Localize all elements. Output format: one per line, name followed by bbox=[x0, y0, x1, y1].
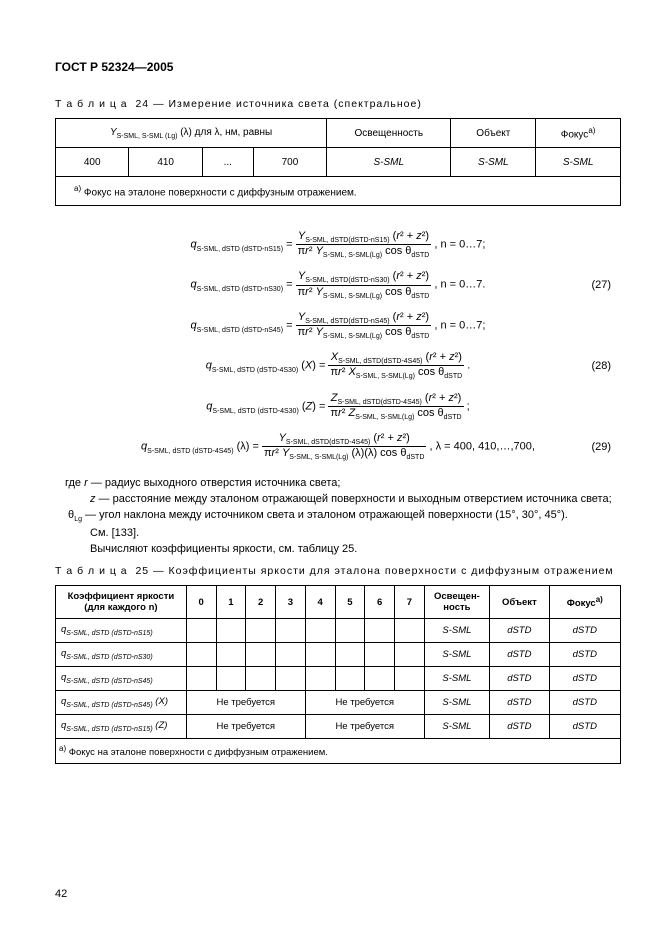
table24-caption: Т а б л и ц а 24 — Измерение источника с… bbox=[55, 98, 621, 110]
table25-cell: S-SML bbox=[424, 715, 489, 739]
table25-focus-sup: a) bbox=[596, 595, 603, 604]
eq2-tail: , n = 0…7. bbox=[434, 279, 485, 291]
eq1-tail: , n = 0…7; bbox=[434, 239, 485, 251]
table25-header-n: 4 bbox=[305, 586, 335, 619]
equations-block: qS-SML, dSTD (dSTD-nS15) = YS-SML, dSTD(… bbox=[65, 230, 611, 461]
equation-6: qS-SML, dSTD (dSTD-4S45) (λ) = YS-SML, d… bbox=[65, 432, 611, 461]
table24-col-focus: Фокусa) bbox=[536, 119, 621, 148]
table25-cell: dSTD bbox=[549, 619, 620, 643]
table25-header-n: 6 bbox=[365, 586, 395, 619]
table25-cell: S-SML bbox=[424, 691, 489, 715]
table24-cell: S-SML bbox=[327, 148, 451, 177]
table-row: qS-SML, dSTD (dSTD-nS45) S-SML dSTD dSTD bbox=[56, 667, 621, 691]
table25-cell: dSTD bbox=[490, 715, 549, 739]
table-row: qS-SML, dSTD (dSTD-nS30) S-SML dSTD dSTD bbox=[56, 643, 621, 667]
table25-header-n: 7 bbox=[394, 586, 424, 619]
table24-col-object: Объект bbox=[451, 119, 536, 148]
where-block: где r — радиус выходного отверстия источ… bbox=[55, 477, 621, 555]
document-title: ГОСТ Р 52324—2005 bbox=[55, 60, 621, 74]
where-see: См. [133]. bbox=[55, 527, 621, 539]
table25-cell: dSTD bbox=[490, 691, 549, 715]
table25-cell: dSTD bbox=[549, 643, 620, 667]
table25-not-needed: Не требуется bbox=[186, 715, 305, 739]
table25-footnote: a) Фокус на эталоне поверхности с диффуз… bbox=[56, 738, 621, 763]
equation-4: qS-SML, dSTD (dSTD-4S30) (X) = XS-SML, d… bbox=[65, 351, 611, 380]
page-number: 42 bbox=[55, 888, 67, 900]
table24-cell: 400 bbox=[56, 148, 129, 177]
eq4-ref: (28) bbox=[591, 360, 611, 372]
table25-col-object: Объект bbox=[490, 586, 549, 619]
table24-col-illum: Освещенность bbox=[327, 119, 451, 148]
table24-caption-prefix: Т а б л и ц а bbox=[55, 98, 128, 110]
table25-cell: S-SML bbox=[424, 643, 489, 667]
table25-cell: dSTD bbox=[549, 691, 620, 715]
where-theta: θLg — угол наклона между источником свет… bbox=[55, 509, 621, 523]
table25-footnote-sup: a) bbox=[59, 744, 66, 753]
table25-caption: Т а б л и ц а 25 — Коэффициенты яркости … bbox=[55, 565, 621, 577]
table25: Коэффициент яркости (для каждого n) 0 1 … bbox=[55, 585, 621, 764]
table24-footnote: a) Фокус на эталоне поверхности с диффуз… bbox=[56, 177, 621, 206]
table25-header-n: 2 bbox=[246, 586, 276, 619]
table24-caption-num: 24 bbox=[135, 98, 149, 110]
table24-cell: 410 bbox=[129, 148, 202, 177]
table25-not-needed: Не требуется bbox=[305, 691, 424, 715]
table25-cell: dSTD bbox=[490, 619, 549, 643]
table25-cell: S-SML bbox=[424, 619, 489, 643]
table25-col-illum: Освещен-ность bbox=[424, 586, 489, 619]
table24-cell: 700 bbox=[253, 148, 326, 177]
table24-cell: S-SML bbox=[451, 148, 536, 177]
table25-caption-text: — Коэффициенты яркости для эталона повер… bbox=[153, 565, 614, 577]
table25-caption-prefix: Т а б л и ц а bbox=[55, 565, 128, 577]
table25-header-coef: Коэффициент яркости (для каждого n) bbox=[56, 586, 187, 619]
table25-cell: S-SML bbox=[424, 667, 489, 691]
table-row: qS-SML, dSTD (dSTD-nS15) (Z) Не требуетс… bbox=[56, 715, 621, 739]
table25-header-n: 3 bbox=[276, 586, 306, 619]
table25-cell: dSTD bbox=[549, 715, 620, 739]
eq5-tail: ; bbox=[467, 400, 470, 412]
table24-caption-text: — Измерение источника света (спектрально… bbox=[153, 98, 422, 110]
table25-header-n: 1 bbox=[216, 586, 246, 619]
table24-focus-sup: a) bbox=[588, 126, 595, 135]
equation-3: qS-SML, dSTD (dSTD-nS45) = YS-SML, dSTD(… bbox=[65, 311, 611, 340]
table25-col-focus-text: Фокус bbox=[567, 599, 596, 610]
table-row: qS-SML, dSTD (dSTD-nS15) S-SML dSTD dSTD bbox=[56, 619, 621, 643]
table25-not-needed: Не требуется bbox=[305, 715, 424, 739]
where-calc: Вычисляют коэффициенты яркости, см. табл… bbox=[55, 543, 621, 555]
table24-col-focus-text: Фокус bbox=[561, 129, 589, 140]
table24-footnote-sup: a) bbox=[74, 184, 81, 193]
table24-header-formula: YS-SML, S-SML (Lg) (λ) для λ, нм, равны bbox=[56, 119, 327, 148]
table24: YS-SML, S-SML (Lg) (λ) для λ, нм, равны … bbox=[55, 118, 621, 206]
table25-caption-num: 25 bbox=[135, 565, 149, 577]
table24-cell: ... bbox=[202, 148, 253, 177]
where-r: где r — радиус выходного отверстия источ… bbox=[55, 477, 621, 489]
table25-cell: dSTD bbox=[490, 643, 549, 667]
equation-5: qS-SML, dSTD (dSTD-4S30) (Z) = ZS-SML, d… bbox=[65, 392, 611, 421]
eq6-tail: , λ = 400, 410,…,700, bbox=[429, 440, 535, 452]
table24-footnote-text: Фокус на эталоне поверхности с диффузным… bbox=[84, 187, 357, 198]
table25-cell: dSTD bbox=[490, 667, 549, 691]
equation-1: qS-SML, dSTD (dSTD-nS15) = YS-SML, dSTD(… bbox=[65, 230, 611, 259]
eq3-tail: , n = 0…7; bbox=[434, 319, 485, 331]
table-row: qS-SML, dSTD (dSTD-nS45) (X) Не требуетс… bbox=[56, 691, 621, 715]
equation-2: qS-SML, dSTD (dSTD-nS30) = YS-SML, dSTD(… bbox=[65, 270, 611, 299]
eq4-tail: . bbox=[467, 360, 470, 372]
table25-footnote-text: Фокус на эталоне поверхности с диффузным… bbox=[69, 747, 328, 758]
eq6-ref: (29) bbox=[591, 441, 611, 453]
where-z: z — расстояние между эталоном отражающей… bbox=[55, 493, 621, 505]
table24-cell: S-SML bbox=[536, 148, 621, 177]
table25-header-n: 0 bbox=[186, 586, 216, 619]
table25-col-focus: Фокусa) bbox=[549, 586, 620, 619]
table25-header-n: 5 bbox=[335, 586, 365, 619]
eq2-ref: (27) bbox=[591, 279, 611, 291]
table25-cell: dSTD bbox=[549, 667, 620, 691]
table25-not-needed: Не требуется bbox=[186, 691, 305, 715]
